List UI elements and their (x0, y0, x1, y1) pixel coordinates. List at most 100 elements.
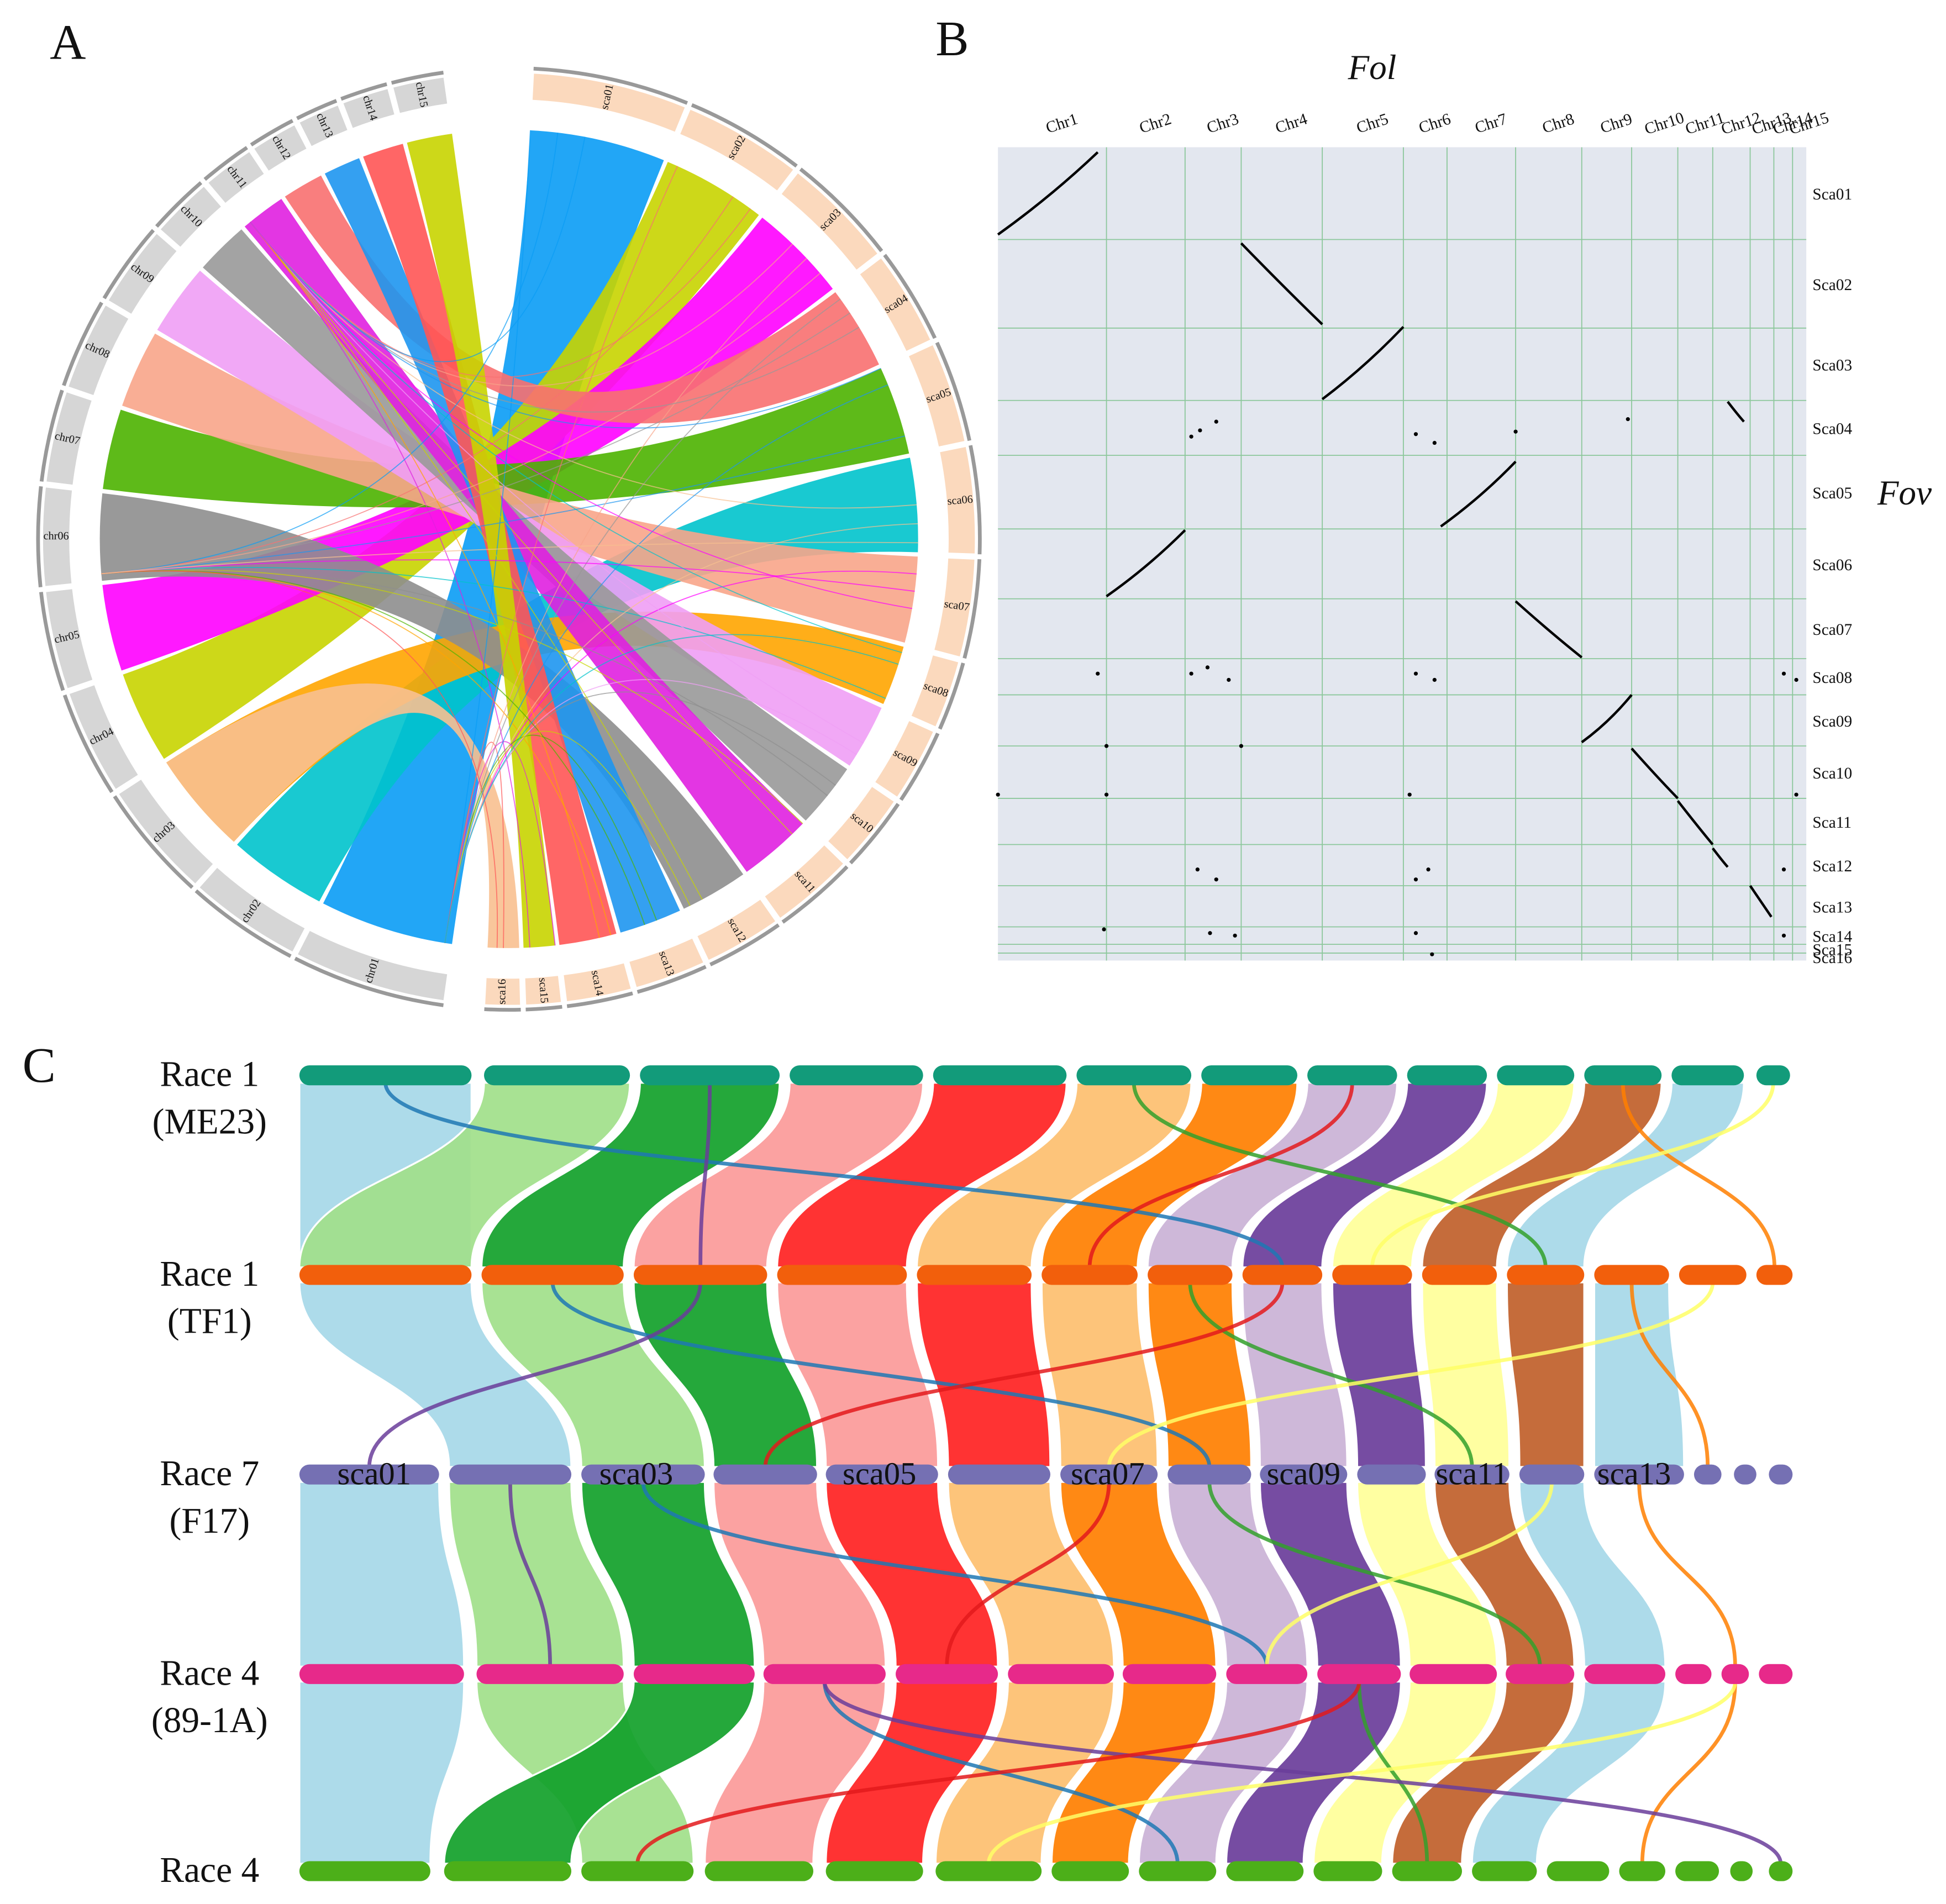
minor-link (698, 1082, 712, 1267)
panel-label: A (50, 15, 86, 70)
minor-link (367, 1282, 703, 1468)
synteny-ribbon (236, 457, 918, 902)
tick-ring (849, 803, 900, 865)
minor-link (101, 569, 828, 796)
synteny-ribbon (166, 612, 904, 842)
x-tick-label: Chr2 (1137, 110, 1174, 137)
scaffold-bar (1313, 1861, 1382, 1881)
minor-link (101, 569, 803, 824)
scaffold-bar (1734, 1464, 1756, 1485)
minor-link (945, 1482, 1111, 1667)
scaffold-bar (1584, 1065, 1662, 1086)
tick-ring (155, 181, 203, 228)
panel-label: B (935, 11, 969, 66)
tick-ring (899, 733, 940, 801)
synteny-ribbon (99, 493, 744, 909)
scaffold-bar (481, 1265, 624, 1285)
synteny-ribbon (916, 1082, 1192, 1269)
minor-link (101, 570, 645, 925)
synteny-ribbon (1040, 1281, 1159, 1468)
minor-link (250, 222, 530, 948)
ideogram (341, 87, 396, 130)
x-tick-label: Chr8 (1540, 110, 1576, 137)
x-tick-label: Chr9 (1598, 110, 1634, 137)
scaffold-bar (777, 1265, 907, 1285)
x-tick-label: Chr5 (1354, 110, 1391, 137)
dot (1432, 677, 1437, 682)
dot (1189, 434, 1193, 439)
minor-link (635, 1681, 1361, 1864)
y-tick-label: Sca14 (1812, 928, 1852, 946)
minor-link (641, 1482, 1269, 1667)
minor-link (250, 222, 793, 835)
synteny-line (1727, 401, 1745, 423)
synteny-ribbon (1421, 1082, 1663, 1269)
tick-ring (799, 167, 883, 253)
synteny-ribbon (1241, 1281, 1349, 1468)
minor-link (444, 384, 888, 943)
scaffold-bar (483, 1065, 630, 1086)
tick-ring (296, 99, 338, 120)
y-axis-title: Fov (1877, 474, 1932, 512)
circos-links (99, 130, 918, 948)
scaffold-bar (1042, 1265, 1138, 1285)
dot (1413, 877, 1418, 882)
scaffold-bar (713, 1464, 817, 1485)
synteny-ribbon (1040, 1082, 1298, 1269)
synteny-ribbon (824, 1481, 999, 1668)
scaffold-bar (1201, 1065, 1297, 1086)
dot (1198, 428, 1202, 433)
ideogram (933, 557, 976, 658)
synteny-ribbon (103, 368, 909, 508)
minor-link (444, 166, 679, 943)
scaffold-bar (1693, 1464, 1722, 1485)
ideogram (198, 866, 307, 954)
scaffold-bar (1139, 1861, 1217, 1881)
minor-link (1207, 1482, 1542, 1667)
ideogram (780, 171, 879, 272)
minor-link (444, 634, 899, 943)
scaffold-bar (935, 1861, 1042, 1881)
track-race: Race 7 (160, 1454, 259, 1493)
synteny-ribbon (934, 1680, 1115, 1865)
scaffold-bar (1357, 1464, 1426, 1485)
scaffold-label: sca03 (599, 1456, 674, 1492)
minor-link (250, 222, 703, 900)
scaffold-bar (581, 1464, 705, 1485)
synteny-line (1749, 885, 1773, 918)
synteny-ribbon (1241, 1082, 1488, 1269)
minor-link (250, 222, 864, 744)
scaffold-bar (299, 1861, 430, 1881)
synteny-ribbon (824, 1680, 999, 1865)
synteny-line (1240, 242, 1323, 325)
tick-ring (391, 71, 444, 85)
minor-link (101, 312, 850, 575)
synteny-ribbon (916, 1281, 1051, 1468)
minor-link (1087, 1082, 1354, 1267)
x-tick-label: Chr1 (1044, 110, 1080, 137)
tick-ring (62, 694, 114, 793)
tick-ring (691, 103, 798, 168)
tick-ring (637, 965, 707, 994)
dot (1227, 677, 1231, 682)
scaffold-bar (299, 1065, 472, 1086)
scaffold-bar (1675, 1861, 1719, 1881)
scaffold-bar (1167, 1464, 1251, 1485)
synteny-ribbon (298, 1281, 572, 1468)
ideogram (392, 76, 449, 115)
y-tick-label: Sca11 (1812, 814, 1852, 832)
x-axis-title: Fol (1348, 48, 1397, 87)
tick-ring (525, 1004, 562, 1012)
minor-link (1265, 1482, 1554, 1667)
y-tick-label: Sca05 (1812, 485, 1852, 502)
scaffold-bar (825, 1861, 923, 1881)
synteny-ribbon (1506, 1281, 1585, 1468)
minor-link (444, 730, 691, 943)
synteny-ribbon (1391, 1680, 1575, 1865)
scaffold-bar (640, 1065, 780, 1086)
dot (1426, 867, 1430, 872)
synteny-ribbon (1518, 1481, 1666, 1668)
y-tick-label: Sca13 (1812, 899, 1852, 917)
minor-link (101, 196, 734, 575)
minor-link (1640, 1681, 1737, 1864)
